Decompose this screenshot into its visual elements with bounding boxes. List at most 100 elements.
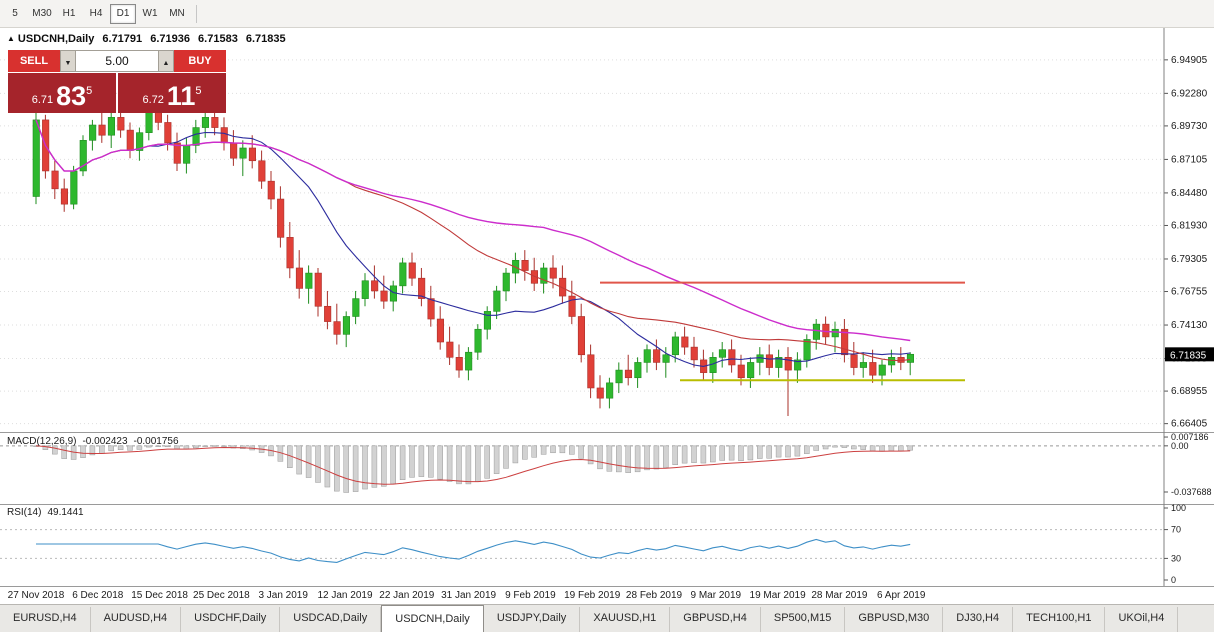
date-label: 28 Mar 2019 [811,590,868,601]
ohlc-open: 6.71791 [102,33,143,45]
candle [230,142,238,159]
tab-sp500-m15[interactable]: SP500,M15 [761,607,846,632]
candle [643,349,651,363]
macd-histogram-bar [747,445,754,461]
macd-histogram-bar [522,445,528,460]
price-axis-label: 6.76755 [1171,287,1208,298]
candle [258,160,266,182]
candle [248,147,256,162]
rsi-value: 49.1441 [47,507,84,518]
candle [606,382,614,399]
candle [794,359,802,371]
macd-histogram-bar [418,445,425,477]
timeframe-button-d1[interactable]: D1 [110,3,136,24]
price-axis-label: 6.89730 [1171,121,1208,132]
tab-usdcnh-daily[interactable]: USDCNH,Daily [381,605,484,632]
candle [314,272,322,307]
rsi-indicator-label: RSI(14) 49.1441 [7,507,90,518]
macd-histogram-bar [146,445,152,448]
macd-histogram-bar [381,445,387,487]
buy-button[interactable]: BUY [174,50,226,72]
tab-usdcad-daily[interactable]: USDCAD,Daily [280,607,382,632]
rsi-panel-canvas[interactable]: 100 70 30 0 [0,504,1214,586]
candle [408,262,416,279]
rsi-line [36,538,911,563]
buy-price-big: 11 [166,81,196,111]
macd-histogram-bar [587,445,594,465]
macd-axis-label: 0.00 [1171,441,1189,451]
sell-price-display[interactable]: 6.71 83 5 [8,73,116,113]
macd-histogram-bar [446,445,453,482]
tab-tech100-h1[interactable]: TECH100,H1 [1013,607,1106,632]
candle [239,147,247,159]
tab-usdjpy-daily[interactable]: USDJPY,Daily [484,607,581,632]
volume-input[interactable] [76,50,158,72]
date-label: 9 Feb 2019 [505,590,556,601]
candle [568,295,576,317]
macd-histogram-bar [371,445,378,488]
macd-histogram-bar [813,445,819,451]
volume-decrease-button[interactable]: ▼ [60,50,76,72]
volume-increase-button[interactable]: ▲ [158,50,174,72]
macd-histogram-bar [399,445,406,481]
ma-slow-line [35,119,911,342]
tab-gbpusd-m30[interactable]: GBPUSD,M30 [845,607,944,632]
macd-histogram-bar [80,445,86,458]
macd-axis-label: 0.007186 [1171,432,1209,442]
macd-histogram-bar [155,445,161,447]
macd-histogram-bar [437,445,443,480]
tab-gbpusd-h4[interactable]: GBPUSD,H4 [670,607,761,632]
tab-eurusd-h4[interactable]: EURUSD,H4 [0,607,91,632]
macd-histogram-bar [578,445,584,459]
ohlc-close: 6.71835 [245,33,286,45]
candle [380,290,388,302]
timeframe-button-5[interactable]: 5 [12,7,18,19]
sell-price-prefix: 6.71 [31,94,54,106]
macd-histogram-bar [409,445,415,478]
timeframe-button-m30[interactable]: M30 [32,7,52,19]
timeframe-button-h1[interactable]: H1 [62,7,76,19]
date-label: 15 Dec 2018 [131,590,188,601]
candle [549,267,557,279]
candle [747,362,755,379]
ma-mid-line [35,119,911,362]
macd-histogram-bar [616,445,622,473]
chart-window: 6.94905 6.92280 6.89730 6.87105 6.84480 6.819… [0,28,1214,604]
macd-histogram-bar [202,445,208,447]
macd-histogram-bar [390,445,396,485]
sell-button[interactable]: SELL [8,50,60,72]
macd-histogram-bar [362,445,368,490]
timeframe-button-h4[interactable]: H4 [89,7,103,19]
tab-audusd-h4[interactable]: AUDUSD,H4 [91,607,182,632]
macd-value-2: -0.001756 [133,436,179,447]
macd-histogram-bar [804,445,810,454]
macd-histogram-bar [888,445,895,452]
candle [418,277,426,299]
candle [737,364,745,379]
collapse-arrow-icon[interactable]: ▲ [7,34,15,43]
macd-histogram-bar [832,445,838,448]
candle [888,357,896,366]
candle [559,277,567,297]
date-label: 6 Dec 2018 [72,590,124,601]
timeframe-button-mn[interactable]: MN [169,7,185,19]
candle [107,117,115,136]
tab-usdchf-daily[interactable]: USDCHF,Daily [181,607,281,632]
tab-ukoil-h4[interactable]: UKOil,H4 [1105,607,1179,632]
candle [718,349,727,358]
timeframe-button-w1[interactable]: W1 [142,7,158,19]
tab-xauusd-h1[interactable]: XAUUSD,H1 [580,607,671,632]
date-label: 19 Mar 2019 [749,590,806,601]
price-chart-canvas[interactable]: 6.94905 6.92280 6.89730 6.87105 6.84480 6.819… [0,28,1214,432]
candle [775,357,783,368]
buy-price-display[interactable]: 6.72 11 5 [118,73,226,113]
candle [79,140,87,172]
candle [60,188,69,205]
tab-dj30-h4[interactable]: DJ30,H4 [943,607,1014,632]
buy-price-prefix: 6.72 [142,94,164,106]
macd-histogram-bar [503,445,509,469]
macd-histogram-bar [315,445,321,483]
macd-histogram-bar [700,445,707,464]
